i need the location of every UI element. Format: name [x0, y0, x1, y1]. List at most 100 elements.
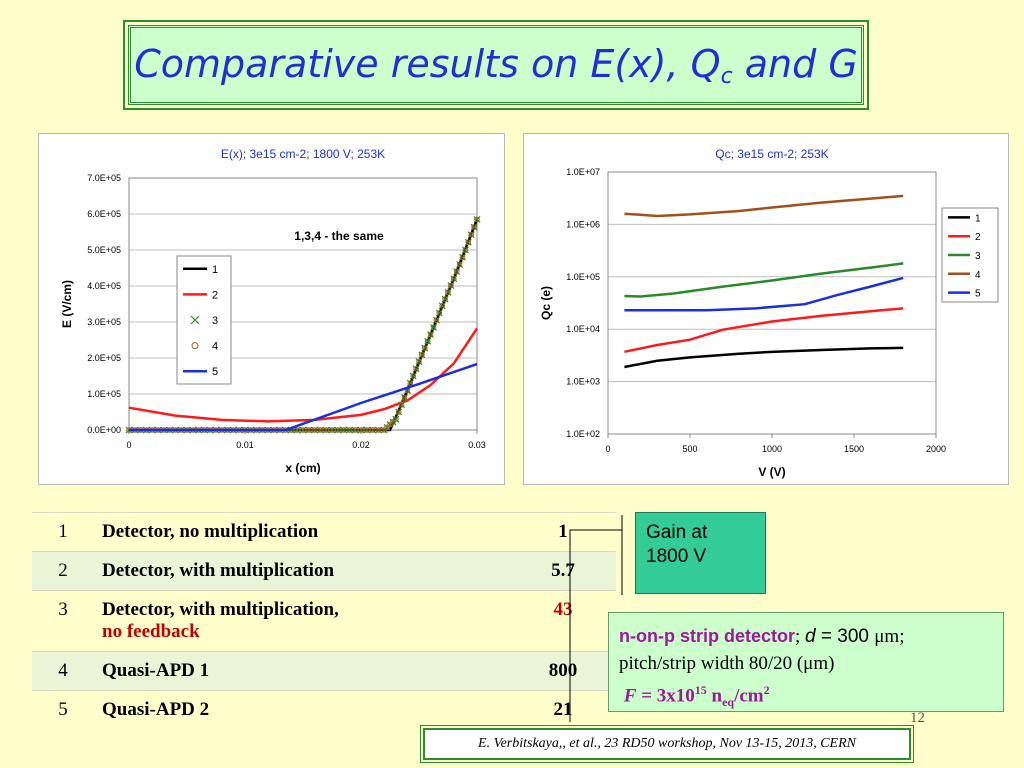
qc-chart-panel: Qc; 3e15 cm-2; 253K 1.0E+02 1.0E+03 1.0E+04…	[523, 133, 1009, 485]
series-point-3	[305, 426, 313, 434]
series-point-4	[306, 427, 312, 433]
info-f-sub: eq	[722, 695, 735, 710]
series-point-3	[392, 415, 400, 423]
x-tick-label: 0.01	[236, 440, 254, 450]
legend-label: 5	[975, 289, 981, 300]
bracket-connector	[569, 515, 623, 722]
legend: 1 2 3 4 5	[941, 207, 999, 303]
title-end: and G	[732, 42, 858, 86]
table-row: 4 Quasi-APD 1 800	[32, 651, 616, 691]
legend-swatch-3	[190, 315, 200, 325]
series-point-3	[447, 282, 455, 289]
series-point-3	[473, 215, 481, 223]
row-index: 5	[58, 699, 68, 720]
series-point-4	[439, 303, 446, 309]
x-tick-label: 0	[126, 440, 131, 450]
series-line-5	[129, 362, 478, 432]
info-d-unit: μm;	[874, 626, 905, 647]
series-point-3	[453, 268, 461, 276]
series-point-3	[427, 331, 435, 339]
series-point-3	[299, 426, 307, 434]
series-point-3	[432, 316, 440, 324]
series-point-3	[311, 426, 319, 434]
series-point-3	[369, 426, 377, 434]
series-point-4	[393, 416, 399, 423]
series-point-4	[419, 352, 425, 358]
citation-text: E. Verbitskaya,, et al., 23 RD50 worksho…	[478, 736, 856, 751]
y-tick-label: 0.0E+00	[87, 425, 121, 435]
y-tick-label: 1.0E+02	[566, 429, 600, 439]
series-point-4	[459, 254, 466, 260]
series-line-4	[624, 194, 904, 218]
series-point-4	[474, 216, 480, 223]
slide-title: Comparative results on E(x), Qc and G	[131, 42, 861, 89]
series-point-3	[412, 365, 420, 373]
row-gain: 5.7	[551, 560, 575, 581]
row-desc-line2: no feedback	[102, 621, 200, 642]
legend-box	[176, 255, 232, 385]
series-point-4	[401, 394, 408, 401]
y-tick-label: 7.0E+05	[87, 173, 121, 183]
y-tick-label: 3.0E+05	[87, 317, 121, 327]
series-point-3	[401, 394, 408, 402]
info-f-eq: = 3x10	[636, 685, 695, 707]
info-d-label: d	[805, 626, 816, 647]
row-desc: Detector, no multiplication	[102, 521, 319, 542]
row-index: 4	[58, 660, 68, 681]
qc-chart: Qc; 3e15 cm-2; 253K 1.0E+02 1.0E+03 1.0E+04…	[539, 147, 999, 479]
table-row: 3 Detector, with multiplication, no feedb…	[32, 590, 616, 652]
series-point-4	[416, 358, 422, 365]
efield-chart: E(x); 3e15 cm-2; 1800 V; 253K 0.0E+00 1.0E…	[60, 147, 486, 475]
series-point-4	[453, 268, 460, 275]
y-tick-label: 4.0E+05	[87, 281, 121, 291]
x-axis-label: x (cm)	[285, 461, 320, 475]
y-axis-label: E (V/cm)	[60, 280, 74, 328]
row-desc: Detector, with multiplication, no feedbac…	[94, 591, 510, 652]
series-point-3	[322, 426, 330, 434]
series-point-4	[300, 427, 306, 433]
series-point-3	[464, 238, 472, 246]
series-point-3	[450, 275, 458, 283]
series-point-3	[459, 253, 466, 261]
series-point-3	[351, 426, 359, 434]
gain-table: 1 Detector, no multiplication 1 2 Detect…	[32, 512, 616, 729]
series-point-3	[328, 426, 336, 434]
series-point-4	[358, 427, 364, 433]
info-f-exp: 15	[694, 683, 707, 697]
x-tick-label: 1000	[762, 444, 782, 454]
series-point-4	[448, 282, 454, 289]
series-point-4	[294, 427, 301, 433]
series-point-4	[311, 427, 318, 433]
efield-chart-panel: E(x); 3e15 cm-2; 1800 V; 253K 0.0E+00 1.0E…	[38, 133, 505, 485]
series-point-3	[438, 302, 446, 310]
legend-label: 1	[975, 213, 981, 224]
x-tick-label: 500	[682, 444, 697, 454]
series-point-3	[456, 260, 464, 268]
series-point-4	[413, 366, 419, 372]
legend: 1 2 3 4 5	[176, 255, 232, 385]
title-main: Comparative results on E(x), Q	[134, 42, 721, 86]
series-point-4	[364, 427, 370, 433]
series-point-4	[456, 261, 463, 268]
series-point-3	[316, 426, 324, 434]
series-point-3	[421, 344, 429, 352]
series-point-4	[424, 338, 431, 345]
series-point-4	[451, 276, 457, 282]
series-point-3	[435, 309, 443, 317]
series-point-3	[418, 351, 426, 359]
row-gain: 21	[553, 699, 573, 720]
series-point-3	[441, 295, 449, 303]
legend-label: 4	[975, 270, 981, 281]
row-index: 2	[58, 560, 68, 581]
y-tick-label: 2.0E+05	[87, 353, 121, 363]
series-point-3	[398, 401, 406, 409]
chart-title: Qc; 3e15 cm-2; 253K	[715, 147, 828, 161]
info-f-label: F	[623, 685, 637, 707]
series-point-4	[335, 427, 341, 433]
series-point-3	[424, 337, 432, 345]
series-line-1	[624, 346, 904, 369]
y-tick-label: 1.0E+04	[566, 324, 600, 334]
series-point-4	[340, 427, 347, 433]
series-point-4	[471, 224, 477, 230]
x-tick-label: 2000	[926, 444, 946, 454]
